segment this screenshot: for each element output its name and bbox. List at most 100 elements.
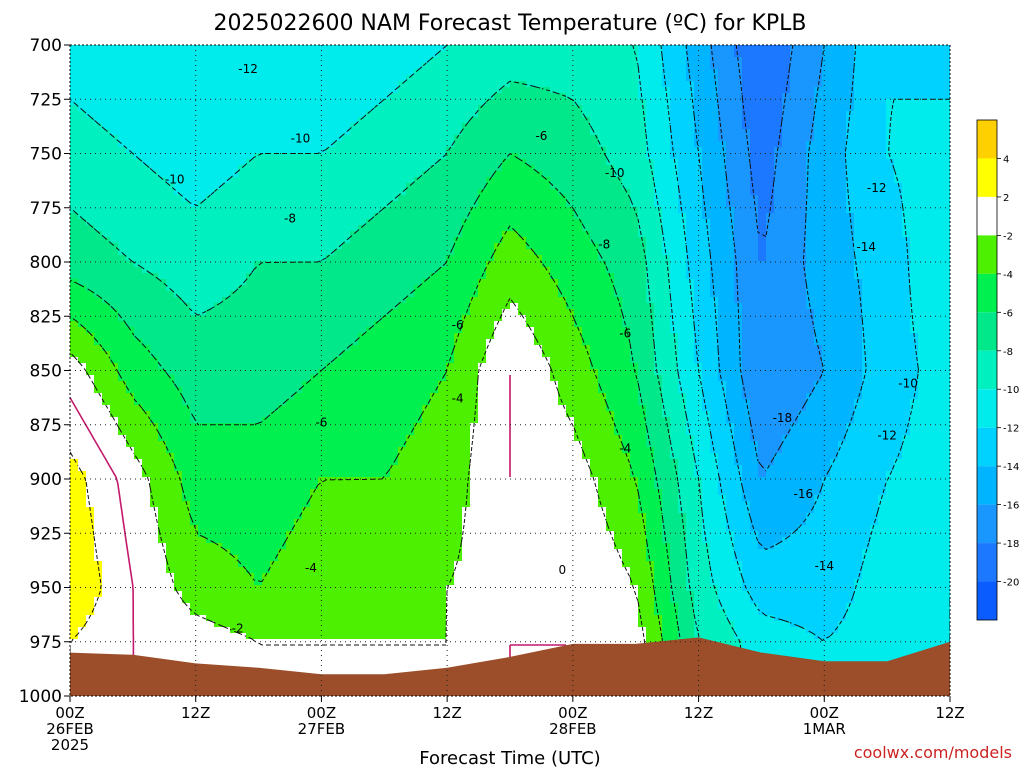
- field-cell: [846, 285, 855, 292]
- field-cell: [942, 237, 950, 244]
- field-cell: [590, 279, 599, 286]
- field-cell: [166, 225, 175, 232]
- field-cell: [414, 207, 423, 214]
- field-cell: [270, 219, 279, 226]
- field-cell: [942, 231, 950, 238]
- field-cell: [334, 105, 343, 112]
- field-cell: [398, 195, 407, 202]
- field-cell: [406, 81, 415, 88]
- field-cell: [614, 69, 623, 76]
- field-cell: [590, 81, 599, 88]
- field-cell: [566, 237, 575, 244]
- field-cell: [718, 111, 727, 118]
- field-cell: [462, 153, 471, 160]
- field-cell: [230, 51, 239, 58]
- field-cell: [478, 303, 487, 310]
- field-cell: [358, 273, 367, 280]
- field-cell: [766, 219, 775, 226]
- field-cell: [734, 111, 743, 118]
- field-cell: [110, 303, 119, 310]
- field-cell: [654, 279, 663, 286]
- field-cell: [622, 195, 631, 202]
- field-cell: [798, 291, 807, 298]
- field-cell: [246, 267, 255, 274]
- field-cell: [934, 207, 943, 214]
- field-cell: [254, 81, 263, 88]
- field-cell: [302, 111, 311, 118]
- field-cell: [734, 201, 743, 208]
- field-cell: [350, 117, 359, 124]
- field-cell: [870, 123, 879, 130]
- field-cell: [550, 129, 559, 136]
- field-cell: [702, 207, 711, 214]
- field-cell: [182, 147, 191, 154]
- field-cell: [846, 249, 855, 256]
- field-cell: [502, 291, 511, 298]
- field-cell: [206, 123, 215, 130]
- field-cell: [278, 123, 287, 130]
- field-cell: [846, 195, 855, 202]
- field-cell: [270, 45, 279, 52]
- field-cell: [486, 231, 495, 238]
- field-cell: [334, 285, 343, 292]
- field-cell: [910, 267, 919, 274]
- field-cell: [654, 177, 663, 184]
- field-cell: [238, 303, 247, 310]
- field-cell: [326, 261, 335, 268]
- field-cell: [734, 51, 743, 58]
- field-cell: [350, 303, 359, 310]
- field-cell: [270, 195, 279, 202]
- field-cell: [838, 135, 847, 142]
- field-cell: [902, 141, 911, 148]
- field-cell: [278, 111, 287, 118]
- field-cell: [118, 261, 127, 268]
- field-cell: [838, 279, 847, 286]
- field-cell: [798, 177, 807, 184]
- field-cell: [78, 81, 87, 88]
- field-cell: [238, 147, 247, 154]
- field-cell: [598, 297, 607, 304]
- field-cell: [238, 93, 247, 100]
- field-cell: [886, 297, 895, 304]
- field-cell: [430, 249, 439, 256]
- field-cell: [406, 309, 415, 316]
- field-cell: [614, 51, 623, 58]
- field-cell: [862, 135, 871, 142]
- field-cell: [94, 243, 103, 250]
- field-cell: [494, 141, 503, 148]
- field-cell: [414, 117, 423, 124]
- field-cell: [166, 195, 175, 202]
- field-cell: [894, 81, 903, 88]
- field-cell: [382, 267, 391, 274]
- field-cell: [270, 237, 279, 244]
- field-cell: [470, 255, 479, 262]
- field-cell: [918, 213, 927, 220]
- field-cell: [670, 249, 679, 256]
- field-cell: [510, 213, 519, 220]
- field-cell: [518, 147, 527, 154]
- field-cell: [918, 147, 927, 154]
- field-cell: [486, 93, 495, 100]
- field-cell: [814, 267, 823, 274]
- field-cell: [534, 105, 543, 112]
- field-cell: [414, 213, 423, 220]
- field-cell: [286, 117, 295, 124]
- field-cell: [558, 279, 567, 286]
- field-cell: [126, 261, 135, 268]
- field-cell: [174, 159, 183, 166]
- field-cell: [478, 309, 487, 316]
- field-cell: [70, 165, 79, 172]
- field-cell: [702, 99, 711, 106]
- field-cell: [534, 297, 543, 304]
- field-cell: [942, 201, 950, 208]
- field-cell: [422, 75, 431, 82]
- field-cell: [174, 147, 183, 154]
- field-cell: [574, 117, 583, 124]
- field-cell: [398, 297, 407, 304]
- field-cell: [598, 291, 607, 298]
- field-cell: [790, 87, 799, 94]
- field-cell: [670, 225, 679, 232]
- field-cell: [942, 183, 950, 190]
- field-cell: [702, 255, 711, 262]
- field-cell: [350, 213, 359, 220]
